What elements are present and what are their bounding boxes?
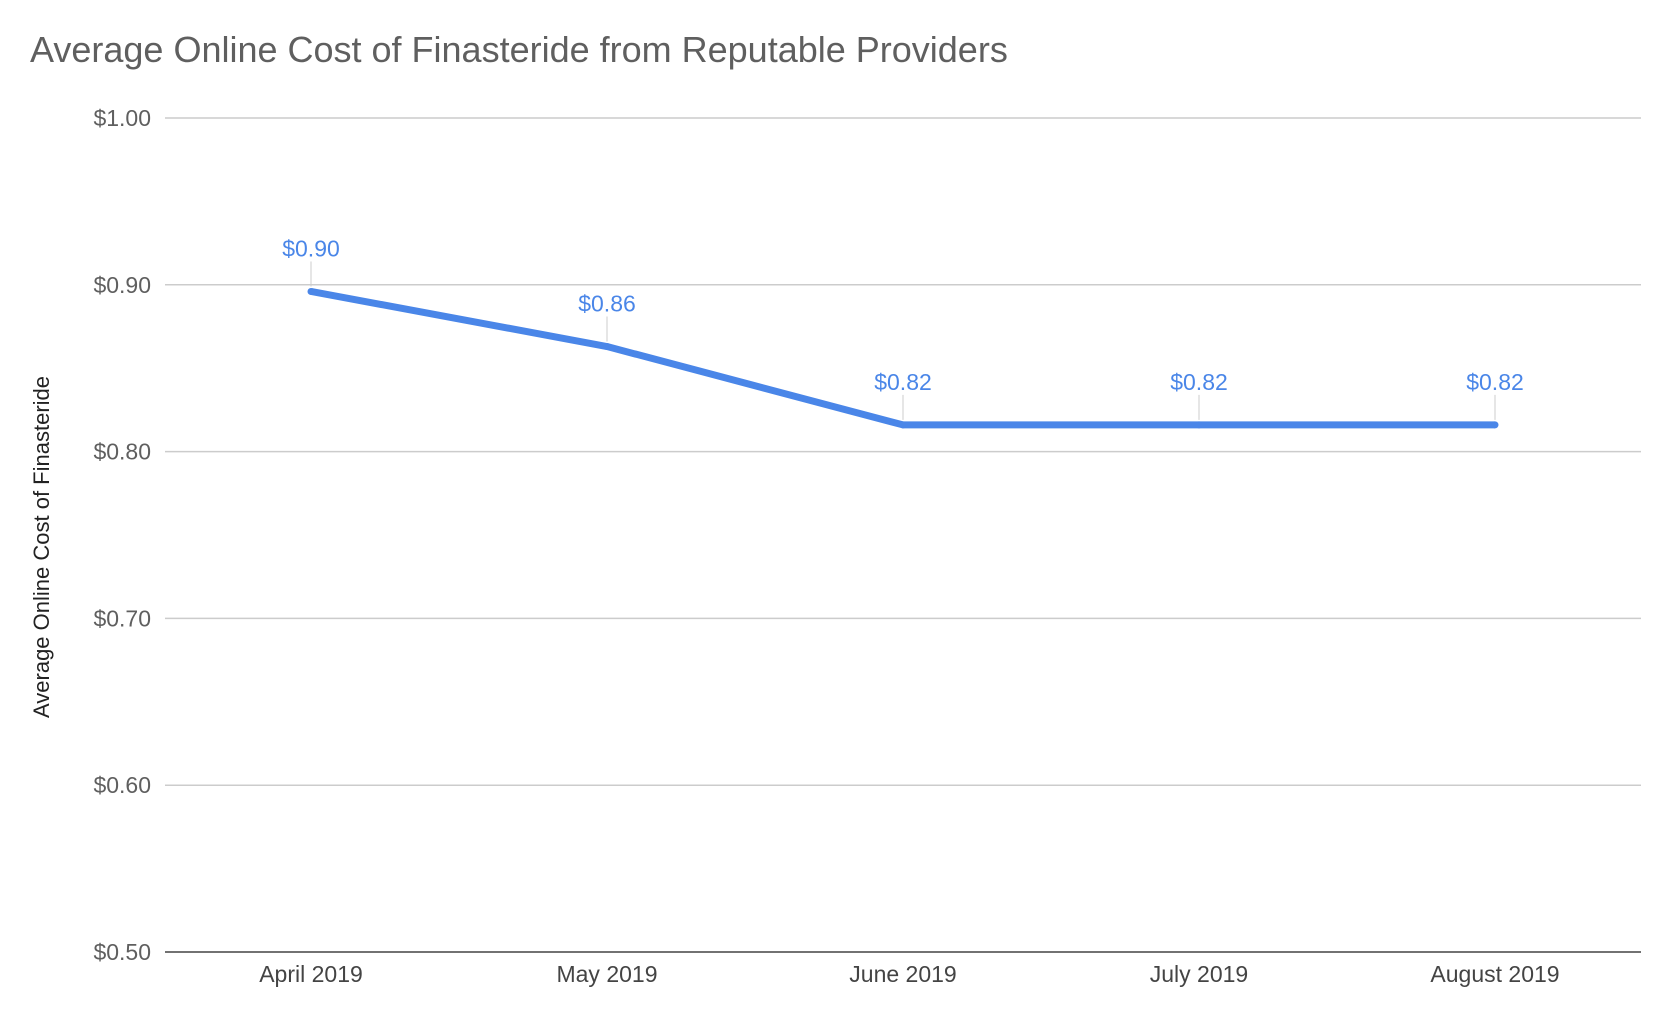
y-tick-label: $0.60 [93,772,151,798]
data-point [603,343,611,351]
data-point [307,287,315,295]
data-label: $0.82 [1466,369,1524,395]
y-tick-label: $0.70 [93,605,151,631]
x-tick-label: April 2019 [259,961,363,987]
y-tick-label: $1.00 [93,105,151,131]
y-tick-label: $0.90 [93,272,151,298]
data-point [899,421,907,429]
data-point [1491,421,1499,429]
data-labels: $0.90 $0.86 $0.82 $0.82 $0.82 [282,235,1524,394]
data-label: $0.82 [874,369,932,395]
x-tick-label: June 2019 [849,961,956,987]
x-tick-label: May 2019 [556,961,657,987]
y-axis-title: Average Online Cost of Finasteride [29,376,54,718]
chart-title: Average Online Cost of Finasteride from … [30,29,1008,70]
x-tick-label: July 2019 [1150,961,1248,987]
data-point [1195,421,1203,429]
y-tick-label: $0.80 [93,439,151,465]
y-tick-label: $0.50 [93,939,151,965]
y-axis-tick-labels: $0.50 $0.60 $0.70 $0.80 $0.90 $1.00 [93,105,151,965]
data-label: $0.82 [1170,369,1228,395]
series-layer [307,287,1499,429]
data-label: $0.90 [282,235,340,261]
data-label-leaders [310,261,1496,420]
x-axis-tick-labels: April 2019 May 2019 June 2019 July 2019 Augu… [259,961,1559,987]
data-label: $0.86 [578,291,636,317]
x-tick-label: August 2019 [1430,961,1559,987]
gridlines [165,117,1641,953]
